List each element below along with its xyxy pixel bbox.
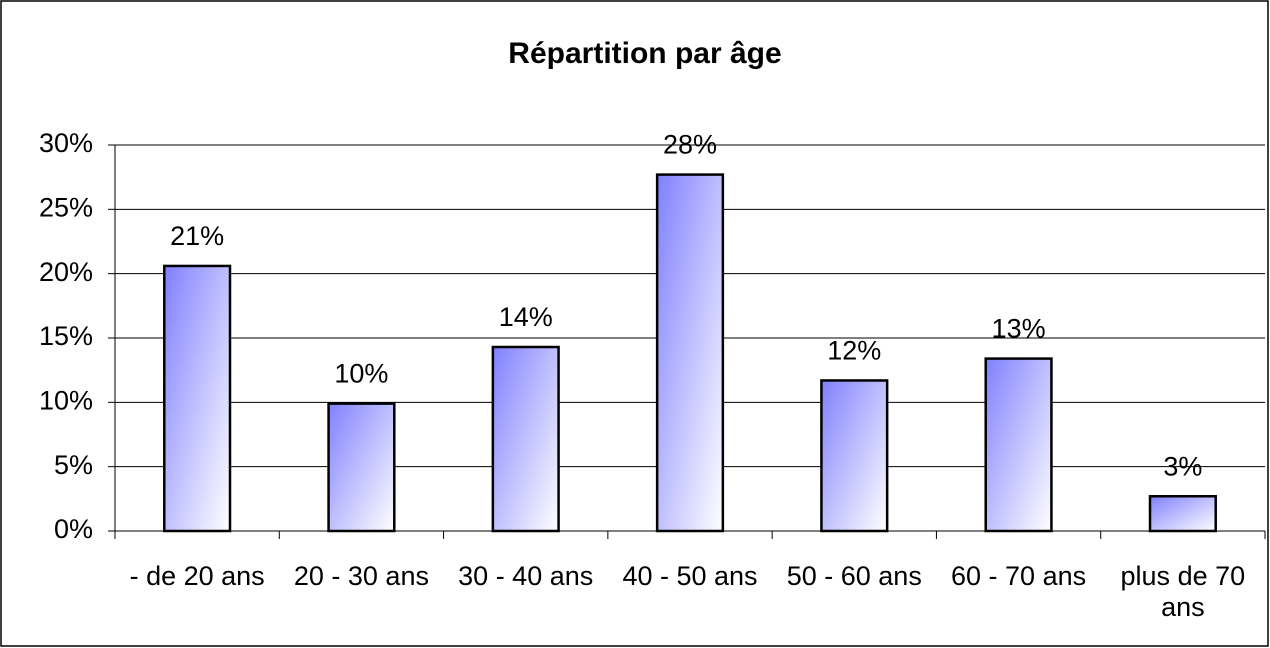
data-label: 10% bbox=[334, 359, 388, 389]
y-tick-label: 5% bbox=[54, 450, 93, 480]
bar bbox=[163, 264, 232, 533]
data-label: 14% bbox=[499, 302, 553, 332]
x-tick-label: 50 - 60 ans bbox=[786, 561, 922, 591]
chart-title: Répartition par âge bbox=[508, 37, 781, 70]
bar bbox=[820, 379, 889, 533]
bar bbox=[491, 345, 560, 533]
x-tick-label: plus de 70 ans bbox=[1120, 561, 1246, 622]
bar bbox=[1148, 495, 1217, 533]
x-tick-label: 60 - 70 ans bbox=[951, 561, 1087, 591]
data-label: 12% bbox=[827, 336, 881, 366]
bar bbox=[655, 173, 725, 533]
bar bbox=[327, 402, 396, 533]
x-tick-label: 20 - 30 ans bbox=[293, 561, 429, 591]
y-tick-label: 0% bbox=[54, 514, 93, 544]
data-label: 28% bbox=[663, 130, 717, 160]
x-tick-label: 40 - 50 ans bbox=[622, 561, 758, 591]
bar bbox=[984, 357, 1053, 533]
data-label: 21% bbox=[170, 221, 224, 251]
x-tick-label: - de 20 ans bbox=[129, 561, 265, 591]
x-tick-label: 30 - 40 ans bbox=[458, 561, 594, 591]
data-label: 13% bbox=[992, 314, 1046, 344]
y-tick-label: 20% bbox=[39, 257, 93, 287]
y-tick-label: 15% bbox=[39, 321, 93, 351]
y-tick-label: 25% bbox=[39, 192, 93, 222]
y-tick-label: 30% bbox=[39, 128, 93, 158]
y-tick-label: 10% bbox=[39, 385, 93, 415]
data-label: 3% bbox=[1163, 451, 1202, 481]
